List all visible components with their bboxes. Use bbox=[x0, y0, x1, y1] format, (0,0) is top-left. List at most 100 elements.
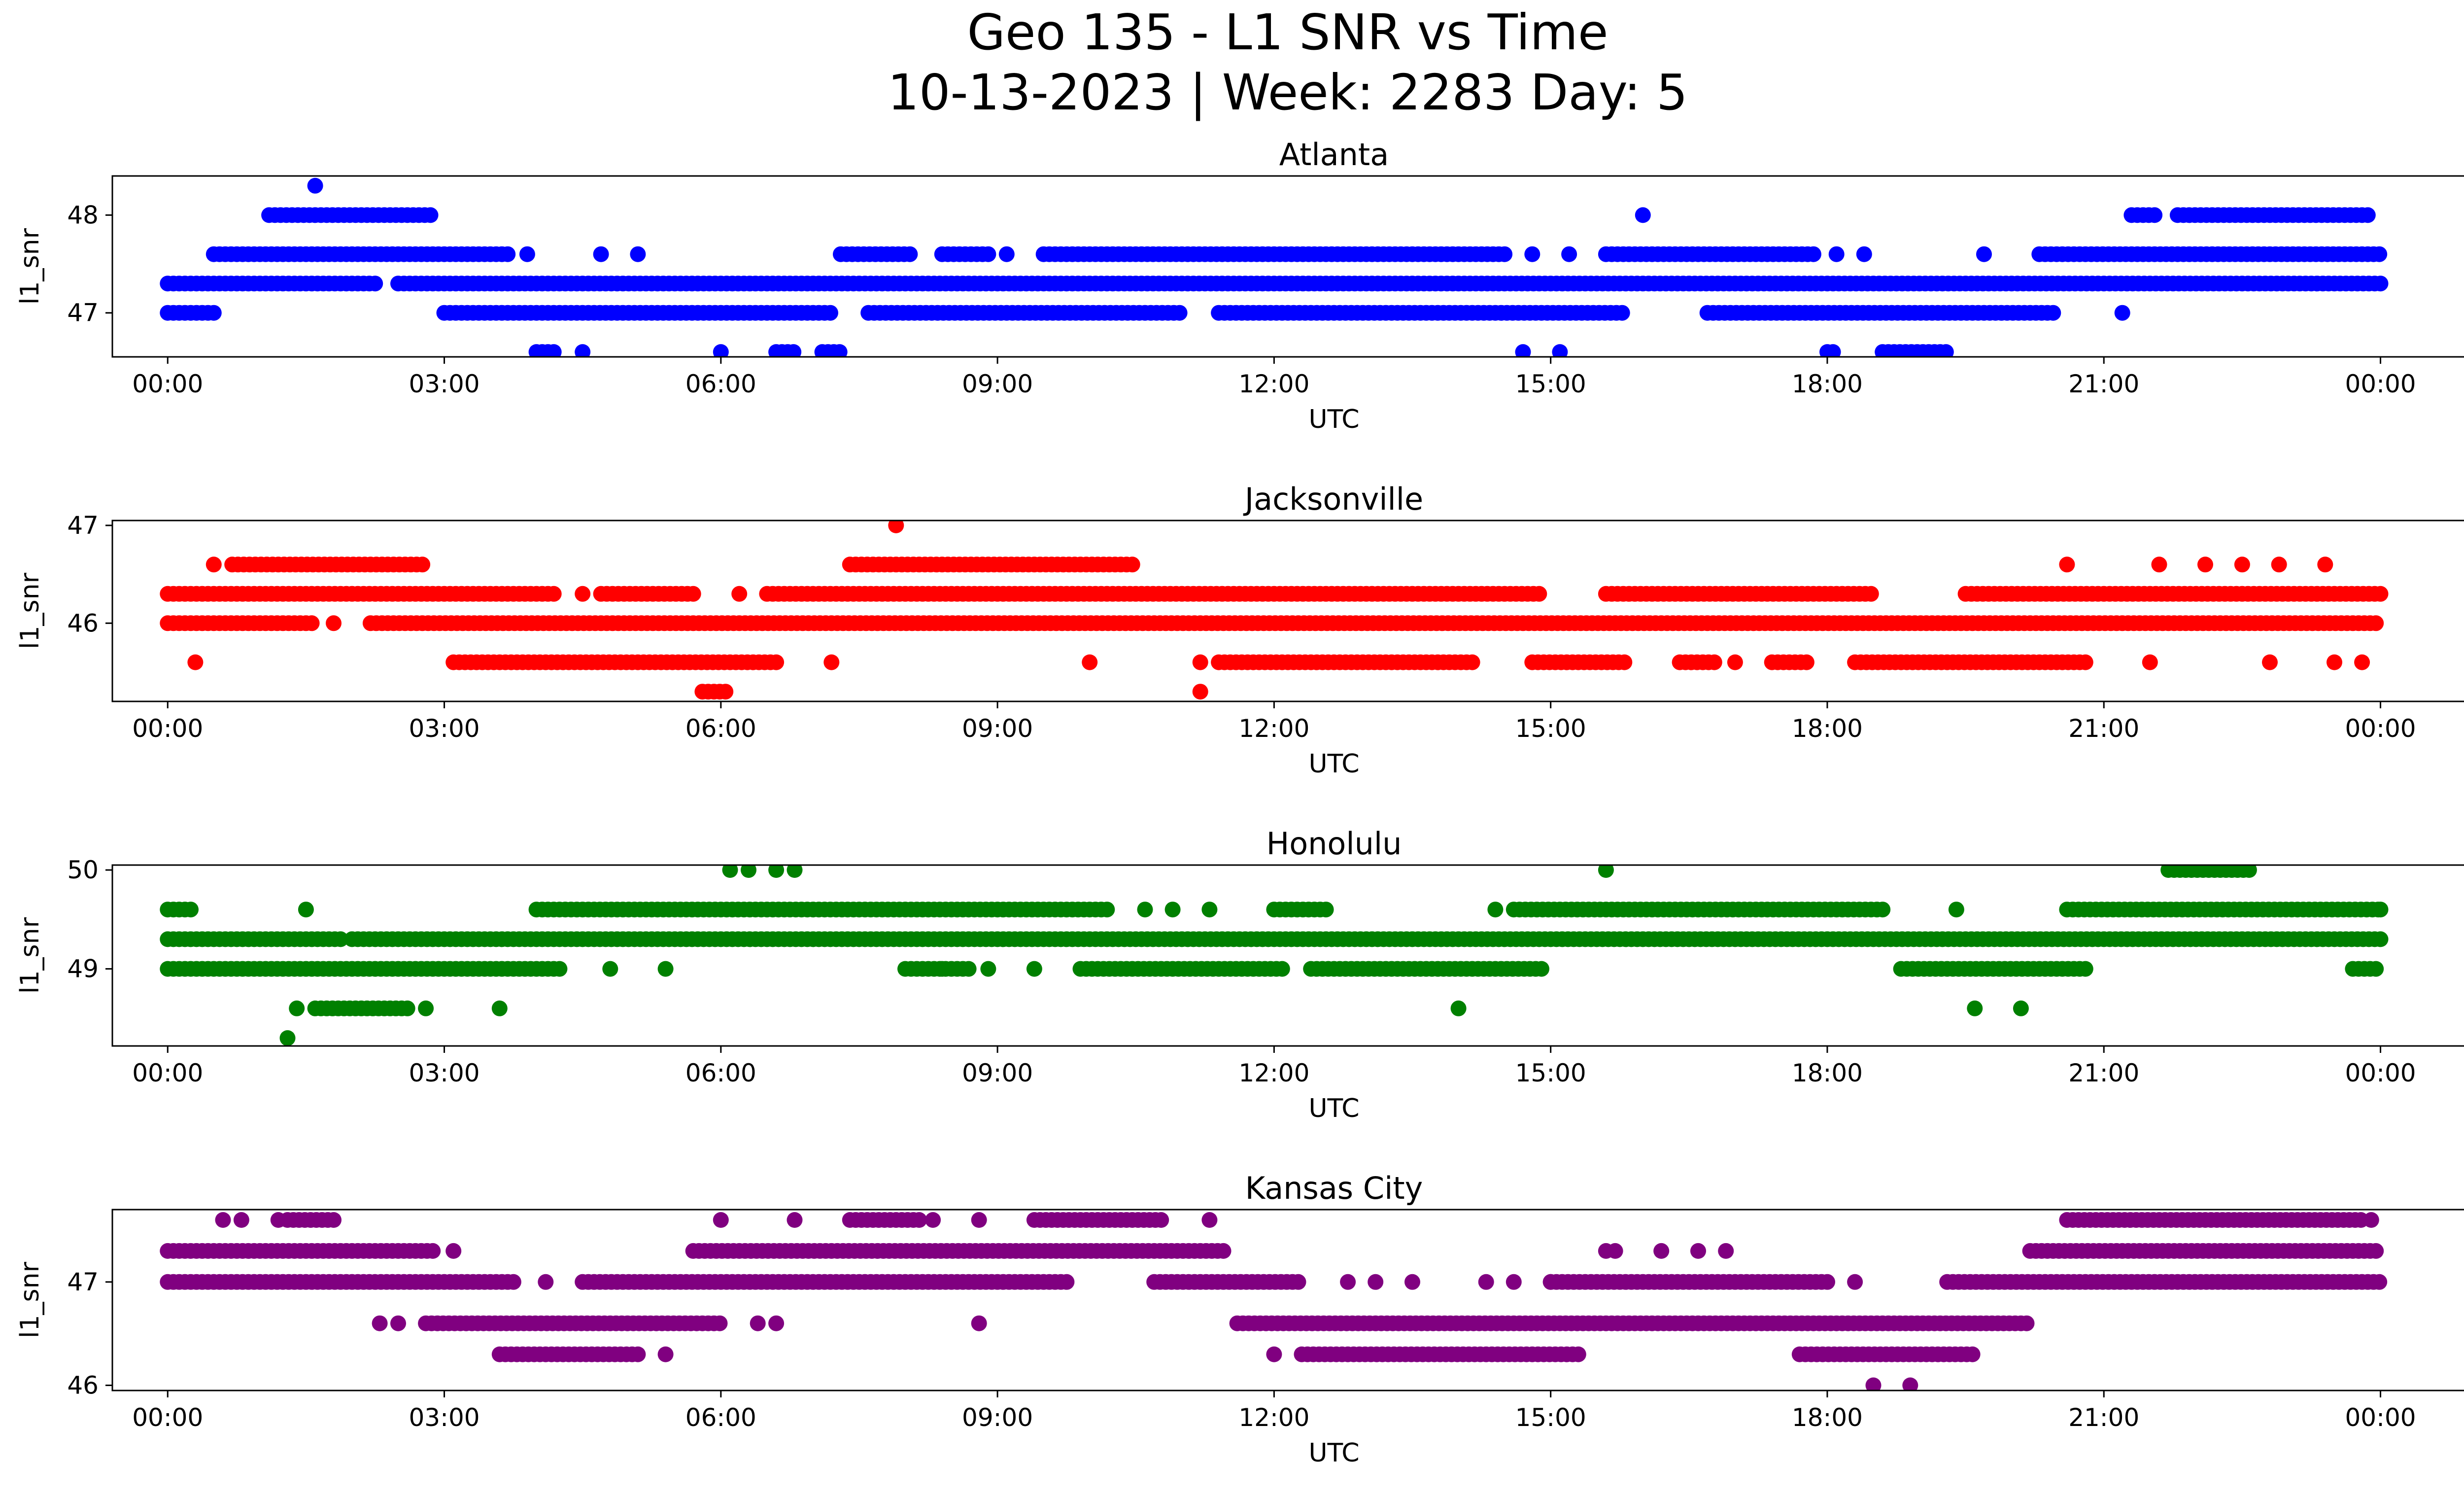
data-point bbox=[2234, 556, 2250, 573]
subplot-kansas-city: Kansas City 00:00 03:00 06:00 09:00 12:00 15:0… bbox=[15, 1170, 2464, 1468]
data-point bbox=[399, 1000, 415, 1016]
data-point bbox=[2262, 654, 2278, 670]
data-point bbox=[1124, 556, 1140, 573]
data-point bbox=[902, 246, 918, 262]
data-point bbox=[1266, 1346, 1282, 1362]
data-point bbox=[215, 1212, 231, 1228]
data-point bbox=[2368, 1243, 2384, 1259]
data-point bbox=[2077, 961, 2093, 977]
data-point bbox=[1828, 246, 1845, 262]
data-point bbox=[505, 1274, 521, 1290]
data-point bbox=[1171, 305, 1188, 321]
data-point bbox=[422, 207, 439, 223]
data-point bbox=[2317, 556, 2333, 573]
data-point bbox=[741, 865, 756, 878]
data-point bbox=[233, 1212, 249, 1228]
x-tick-label: 12:00 bbox=[1238, 370, 1309, 398]
data-point bbox=[414, 556, 431, 573]
data-point bbox=[1201, 902, 1218, 918]
data-point bbox=[1318, 902, 1334, 918]
data-point bbox=[205, 556, 222, 573]
data-point bbox=[822, 305, 838, 321]
x-tick-label: 12:00 bbox=[1238, 1059, 1309, 1087]
x-tick-label: 15:00 bbox=[1515, 370, 1586, 398]
axes-frame bbox=[111, 1209, 2464, 1391]
y-tick-label: 46 bbox=[67, 1371, 99, 1400]
x-tick-label: 03:00 bbox=[409, 714, 479, 743]
x-tick-label: 21:00 bbox=[2068, 714, 2139, 743]
data-point bbox=[1798, 654, 1814, 670]
data-point bbox=[205, 305, 222, 321]
data-point bbox=[307, 177, 323, 194]
x-axis-label: UTC bbox=[1308, 1438, 1359, 1468]
data-point bbox=[1690, 1243, 1706, 1259]
x-tick-label: 00:00 bbox=[2345, 714, 2416, 743]
data-point bbox=[1478, 1274, 1494, 1290]
data-point bbox=[491, 1000, 508, 1016]
data-point bbox=[1099, 902, 1115, 918]
data-point bbox=[1653, 1243, 1670, 1259]
data-point bbox=[2019, 1315, 2035, 1331]
data-point bbox=[425, 1243, 441, 1259]
data-point bbox=[1487, 902, 1504, 918]
data-point bbox=[1863, 586, 1879, 602]
data-point bbox=[1026, 961, 1042, 977]
y-tick-label: 50 bbox=[67, 856, 99, 884]
axes-frame bbox=[111, 175, 2464, 358]
data-point bbox=[546, 344, 562, 357]
x-tick-label: 03:00 bbox=[409, 370, 479, 398]
data-point bbox=[445, 1243, 462, 1259]
data-point bbox=[685, 586, 701, 602]
data-point bbox=[2368, 615, 2384, 631]
x-tick-label: 12:00 bbox=[1238, 1403, 1309, 1432]
data-point bbox=[1561, 246, 1577, 262]
data-point bbox=[2241, 865, 2257, 878]
data-point bbox=[911, 1212, 927, 1228]
data-point bbox=[1340, 1274, 1356, 1290]
data-point bbox=[2371, 246, 2388, 262]
data-point bbox=[713, 1212, 729, 1228]
data-point bbox=[731, 586, 748, 602]
data-point bbox=[1192, 654, 1208, 670]
data-point bbox=[980, 961, 996, 977]
data-point bbox=[602, 961, 618, 977]
data-point bbox=[750, 1315, 766, 1331]
data-point bbox=[298, 902, 314, 918]
data-point bbox=[718, 684, 734, 700]
x-tick-label: 06:00 bbox=[685, 370, 756, 398]
x-tick-label: 15:00 bbox=[1515, 1403, 1586, 1432]
x-tick-label: 18:00 bbox=[1792, 370, 1863, 398]
data-point bbox=[2142, 654, 2158, 670]
y-tick-label: 47 bbox=[67, 299, 99, 327]
data-point bbox=[1616, 654, 1633, 670]
data-point bbox=[1515, 344, 1531, 357]
data-point bbox=[2360, 207, 2376, 223]
data-point bbox=[925, 1212, 941, 1228]
data-point bbox=[1819, 1274, 1835, 1290]
data-point bbox=[768, 654, 785, 670]
data-point bbox=[183, 902, 199, 918]
data-point bbox=[1976, 246, 1992, 262]
data-point bbox=[2114, 305, 2130, 321]
figure-title-line2: 10-13-2023 | Week: 2283 Day: 5 bbox=[888, 64, 1687, 121]
data-point bbox=[546, 586, 562, 602]
data-point bbox=[1902, 1377, 1918, 1391]
data-point bbox=[326, 1212, 342, 1228]
x-tick-label: 15:00 bbox=[1515, 714, 1586, 743]
data-point bbox=[2197, 556, 2213, 573]
data-points bbox=[160, 1212, 2388, 1391]
x-axis-label: UTC bbox=[1308, 749, 1359, 779]
x-tick-label: 09:00 bbox=[962, 1403, 1033, 1432]
data-point bbox=[1531, 586, 1547, 602]
x-tick-label: 09:00 bbox=[962, 1059, 1033, 1087]
data-point bbox=[1404, 1274, 1420, 1290]
x-tick-label: 06:00 bbox=[685, 714, 756, 743]
subplot-jacksonville: Jacksonville 00:00 03:00 06:00 09:00 12:00 15:… bbox=[15, 481, 2464, 779]
data-point bbox=[2371, 1274, 2388, 1290]
data-point bbox=[1215, 1243, 1232, 1259]
x-tick-label: 09:00 bbox=[962, 714, 1033, 743]
x-tick-label: 15:00 bbox=[1515, 1059, 1586, 1087]
x-tick-label: 03:00 bbox=[409, 1059, 479, 1087]
data-point bbox=[630, 246, 646, 262]
data-point bbox=[1598, 865, 1614, 878]
